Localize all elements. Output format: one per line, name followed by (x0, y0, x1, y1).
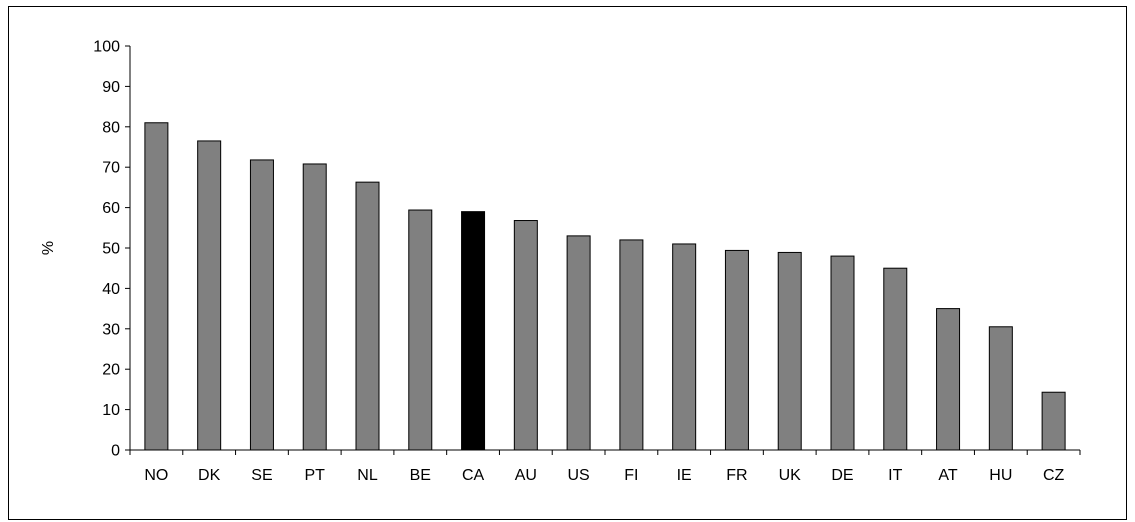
bar-dk (197, 140, 222, 451)
y-tick-label: 100 (93, 39, 120, 56)
y-tick-label: 90 (102, 79, 120, 96)
x-tick-label-be: BE (410, 467, 431, 484)
y-tick-label: 20 (102, 362, 120, 379)
x-tick-label-pt: PT (304, 467, 325, 484)
bar-cz (1041, 391, 1066, 451)
y-tick-label: 80 (102, 119, 120, 136)
x-tick-label-fi: FI (624, 467, 638, 484)
x-tick-label-se: SE (251, 467, 272, 484)
bar-au (513, 220, 538, 451)
y-tick-label: 60 (102, 200, 120, 217)
y-axis-title: % (40, 241, 57, 255)
bar-at (936, 308, 961, 451)
bar-ca (461, 211, 486, 451)
x-tick-label-de: DE (831, 467, 853, 484)
y-tick-label: 40 (102, 281, 120, 298)
bar-fi (619, 239, 644, 451)
y-tick-label: 0 (111, 443, 120, 460)
bar-it (883, 267, 908, 451)
x-tick-label-at: AT (938, 467, 957, 484)
x-tick-label-hu: HU (989, 467, 1012, 484)
x-tick-label-ie: IE (677, 467, 692, 484)
bars (144, 122, 1066, 451)
x-tick-label-nl: NL (357, 467, 378, 484)
y-axis-ticks: 0 10 20 30 40 50 60 70 80 90 100 (93, 39, 130, 460)
bar-uk (777, 251, 802, 451)
bar-ie (672, 243, 697, 451)
bar-fr (724, 249, 749, 451)
x-tick-label-fr: FR (726, 467, 747, 484)
x-tick-label-au: AU (515, 467, 537, 484)
bar-hu (988, 326, 1013, 451)
x-tick-label-us: US (567, 467, 589, 484)
x-tick-label-dk: DK (198, 467, 221, 484)
bar-be (408, 209, 433, 451)
bar-pt (302, 163, 327, 451)
y-tick-label: 30 (102, 321, 120, 338)
bar-nl (355, 181, 380, 451)
x-tick-label-ca: CA (462, 467, 485, 484)
bar-no (144, 122, 169, 451)
x-tick-label-uk: UK (779, 467, 802, 484)
x-tick-label-it: IT (888, 467, 902, 484)
bar-de (830, 255, 855, 451)
y-tick-label: 50 (102, 241, 120, 258)
x-tick-label-cz: CZ (1043, 467, 1065, 484)
y-tick-label: 10 (102, 402, 120, 419)
bar-se (249, 159, 274, 451)
bar-us (566, 235, 591, 451)
x-tick-label-no: NO (144, 467, 168, 484)
y-tick-label: 70 (102, 160, 120, 177)
x-axis-ticks: NO DK SE PT NL BE CA AU US FI IE FR UK DE IT AT HU CZ (129, 450, 1081, 484)
